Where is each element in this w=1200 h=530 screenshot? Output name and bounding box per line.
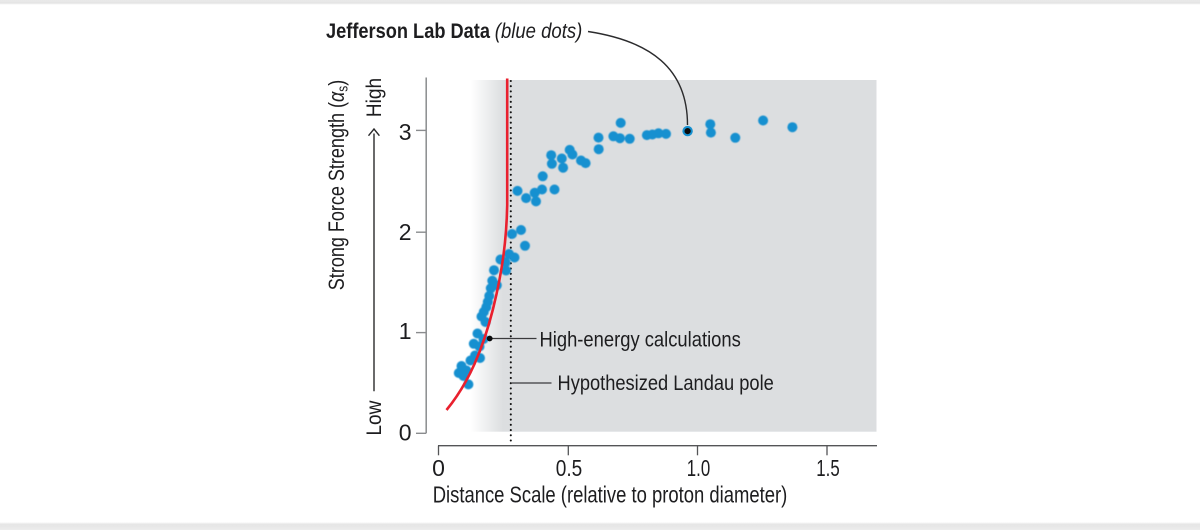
svg-text:(blue dots): (blue dots) [495,19,583,43]
svg-text:Distance Scale (relative to pr: Distance Scale (relative to proton diame… [433,482,788,508]
svg-text:3: 3 [399,119,412,145]
svg-text:1.0: 1.0 [687,455,710,481]
svg-text:2: 2 [399,219,412,245]
svg-text:High-energy calculations: High-energy calculations [540,327,741,351]
svg-text:Hypothesized Landau pole: Hypothesized Landau pole [558,371,774,395]
svg-text:0: 0 [399,420,412,446]
svg-text:Strong Force Strength (αs): Strong Force Strength (αs) [324,80,352,290]
svg-text:0.5: 0.5 [556,455,583,481]
svg-text:High: High [362,78,386,118]
svg-text:1.5: 1.5 [816,455,839,481]
svg-text:Jefferson Lab Data: Jefferson Lab Data [326,19,491,43]
svg-text:Low: Low [362,400,386,435]
svg-text:0: 0 [432,455,445,481]
svg-text:1: 1 [399,318,412,344]
